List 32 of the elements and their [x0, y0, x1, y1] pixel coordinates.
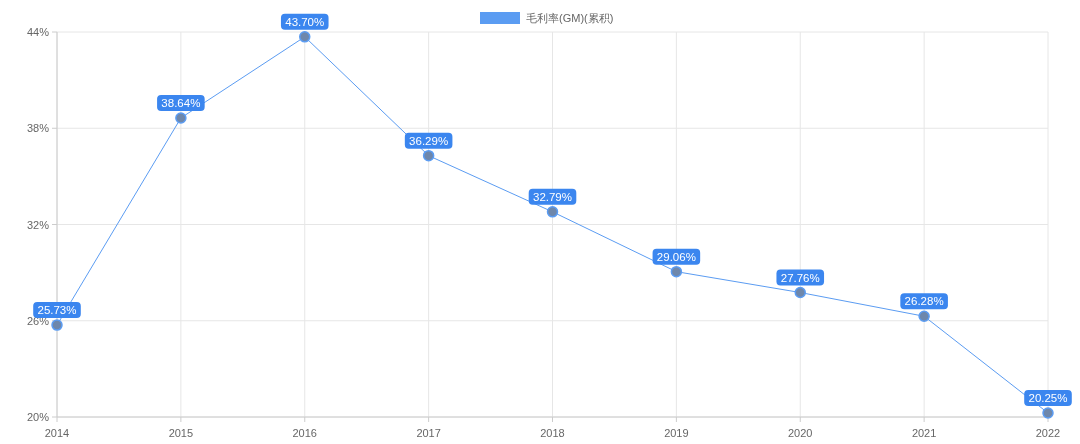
data-label: 25.73%	[37, 304, 77, 317]
point	[175, 112, 187, 124]
data-label: 36.29%	[409, 134, 449, 147]
y-tick-label: 44%	[26, 26, 50, 38]
point	[670, 265, 683, 278]
x-tick-label: 2016	[292, 427, 317, 439]
data-label: 27.76%	[780, 271, 820, 284]
y-tick-label: 20%	[26, 411, 50, 423]
data-label: 26.28%	[904, 295, 944, 308]
data-label: 32.79%	[532, 190, 573, 203]
point	[422, 149, 435, 162]
x-tick-label: 2019	[664, 427, 689, 439]
point	[918, 310, 930, 323]
x-tick-label: 2017	[416, 427, 441, 439]
x-tick-label: 2015	[168, 427, 194, 439]
x-tick-label: 2020	[788, 427, 813, 439]
x-tick-label: 2018	[540, 427, 565, 439]
x-tick-label: 2014	[44, 427, 70, 439]
point	[546, 206, 559, 218]
legend-label: 毛利率(GM)(累积)	[526, 12, 614, 24]
data-label: 20.25%	[1028, 391, 1068, 404]
point	[299, 31, 311, 43]
data-label: 43.70%	[285, 15, 325, 28]
x-tick-label: 2021	[911, 427, 937, 439]
point	[51, 319, 63, 331]
data-label: 38.64%	[161, 96, 201, 109]
point	[1042, 407, 1054, 419]
y-tick-label: 32%	[26, 218, 50, 231]
y-tick-label: 38%	[26, 122, 50, 135]
data-label: 29.06%	[656, 250, 696, 263]
x-tick-label: 2022	[1035, 427, 1061, 439]
point	[794, 286, 806, 299]
